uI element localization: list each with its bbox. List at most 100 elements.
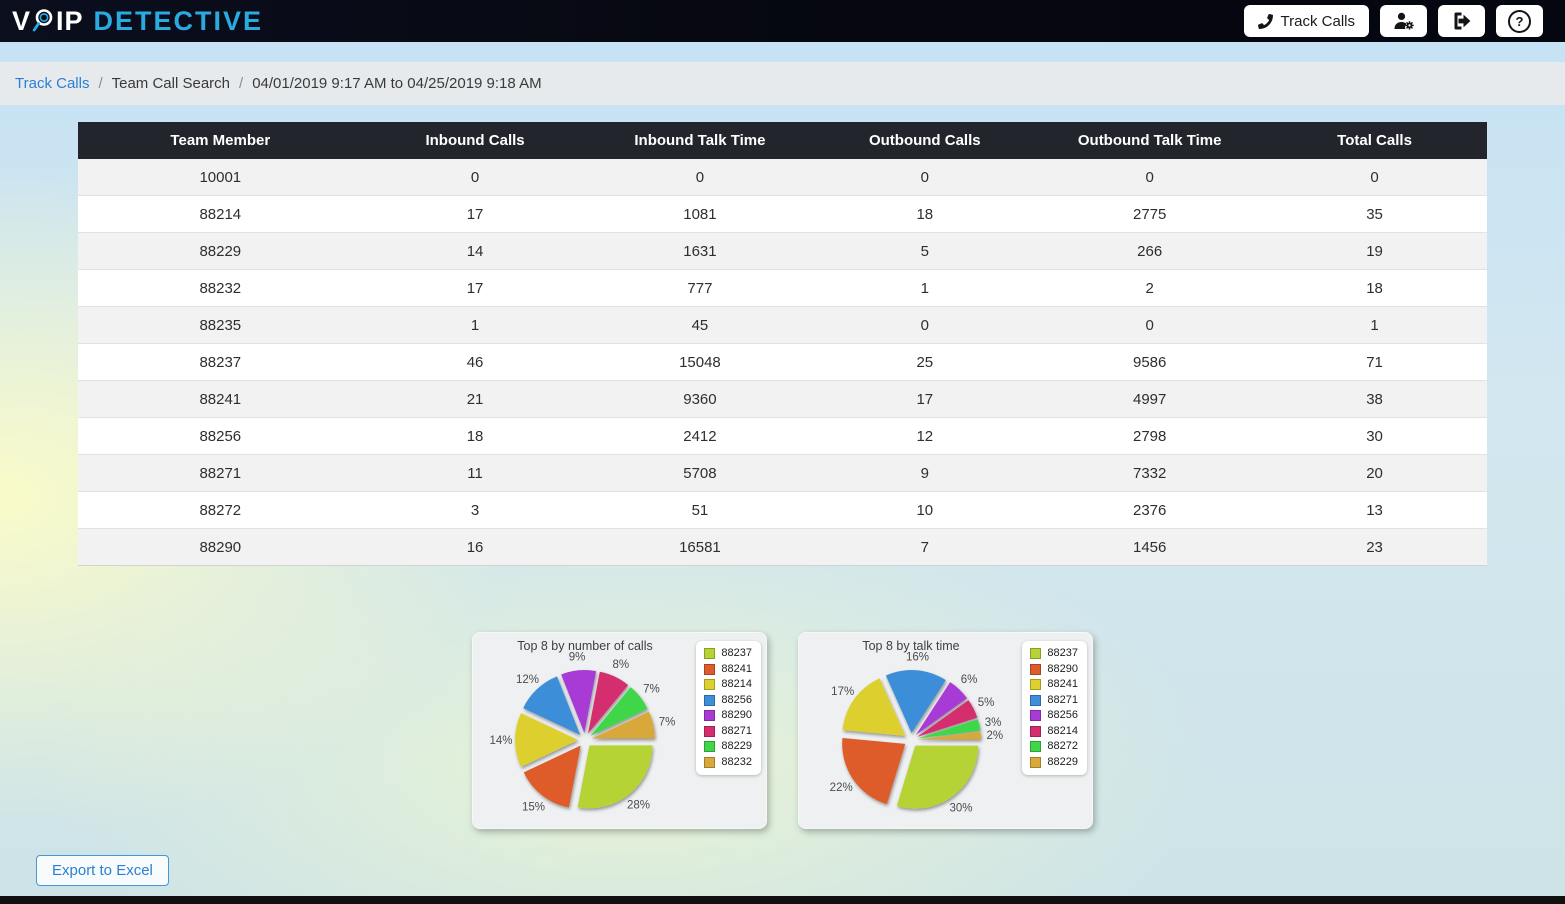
table-cell: 88290 (78, 528, 363, 566)
legend-swatch (704, 725, 716, 737)
sign-out-icon (1452, 11, 1472, 31)
pie-slice-88214 (917, 700, 978, 737)
logo-text-ip: IP (56, 5, 84, 36)
chart-legend: 88237 88290 88241 88271 88256 88214 88272 88229 (1022, 641, 1087, 775)
table-cell: 9586 (1037, 343, 1263, 381)
table-row: 88232 17 777 1 2 18 (78, 269, 1487, 307)
breadcrumb-link-track-calls[interactable]: Track Calls (15, 75, 90, 92)
table-cell: 9 (812, 454, 1038, 492)
user-gear-icon (1393, 11, 1415, 31)
table-cell: 46 (362, 343, 588, 381)
table-cell: 71 (1262, 343, 1487, 381)
app-logo: V IP DETECTIVE (12, 5, 263, 38)
legend-swatch (1030, 725, 1042, 737)
column-header: Total Calls (1262, 122, 1487, 159)
breadcrumb-separator: / (98, 75, 103, 92)
table-cell: 17 (362, 195, 588, 233)
table-cell: 25 (812, 343, 1038, 381)
pie-percent-label: 2% (986, 730, 1003, 742)
legend-swatch (1030, 710, 1042, 722)
table-cell: 5708 (587, 454, 813, 492)
table-cell: 0 (362, 159, 588, 196)
legend-label: 88256 (1047, 709, 1078, 722)
table-cell: 9360 (587, 380, 813, 418)
table-cell: 5 (812, 232, 1038, 270)
legend-swatch (1030, 679, 1042, 691)
breadcrumb-separator: / (239, 75, 244, 92)
legend-swatch (704, 694, 716, 706)
pie-percent-label: 16% (906, 651, 929, 663)
table-cell: 18 (1262, 269, 1487, 307)
table-cell: 0 (812, 159, 1038, 196)
legend-item: 88290 (704, 709, 752, 723)
pie-percent-label: 9% (569, 651, 586, 663)
table-cell: 16 (362, 528, 588, 566)
chart-top8-talk-time: Top 8 by talk time 30% 22% 17% 16% 6% 5% 3% 2% 8… (798, 632, 1093, 829)
legend-label: 88271 (721, 724, 752, 737)
help-button[interactable]: ? (1496, 5, 1543, 37)
table-cell: 88232 (78, 269, 363, 307)
table-cell: 88214 (78, 195, 363, 233)
user-settings-button[interactable] (1380, 5, 1427, 37)
legend-swatch (1030, 694, 1042, 706)
legend-label: 88241 (1047, 678, 1078, 691)
table-row: 88237 46 15048 25 9586 71 (78, 343, 1487, 381)
table-cell: 0 (812, 306, 1038, 344)
table-cell: 0 (1037, 306, 1263, 344)
table-cell: 11 (362, 454, 588, 492)
table-cell: 18 (362, 417, 588, 455)
table-cell: 88256 (78, 417, 363, 455)
table-cell: 21 (362, 380, 588, 418)
legend-item: 88214 (1030, 725, 1078, 739)
export-to-excel-button[interactable]: Export to Excel (36, 855, 169, 886)
legend-swatch (704, 679, 716, 691)
table-cell: 2 (1037, 269, 1263, 307)
table-cell: 10001 (78, 159, 363, 196)
table-cell: 1 (812, 269, 1038, 307)
legend-swatch (1030, 741, 1042, 753)
table-cell: 3 (362, 491, 588, 529)
pie-percent-label: 12% (516, 674, 539, 686)
pie-slice-88256 (523, 676, 581, 735)
track-calls-button[interactable]: Track Calls (1243, 5, 1369, 37)
pie-slice-88229 (590, 687, 648, 736)
table-cell: 88237 (78, 343, 363, 381)
top-bar: V IP DETECTIVE Track Calls (0, 0, 1565, 42)
top-bar-actions: Track Calls (1243, 5, 1543, 37)
table-cell: 38 (1262, 380, 1487, 418)
team-calls-table: Team Member Inbound Calls Inbound Talk Tim… (78, 122, 1487, 566)
table-cell: 88272 (78, 491, 363, 529)
table-cell: 7 (812, 528, 1038, 566)
table-cell: 1631 (587, 232, 813, 270)
table-row: 88214 17 1081 18 2775 35 (78, 195, 1487, 233)
pie-slice-88237 (577, 745, 653, 809)
sign-out-button[interactable] (1438, 5, 1485, 37)
legend-swatch (1030, 648, 1042, 660)
table-cell: 1 (362, 306, 588, 344)
pie-percent-label: 30% (949, 803, 972, 815)
table-row: 10001 0 0 0 0 0 (78, 159, 1487, 196)
logo-text-detective: DETECTIVE (93, 5, 264, 36)
legend-item: 88237 (1030, 647, 1078, 661)
pie-chart-talk-time: Top 8 by talk time 30% 22% 17% 16% 6%5% 3%2% (830, 639, 1003, 815)
pie-percent-label: 22% (830, 782, 853, 794)
pie-percent-label: 14% (489, 735, 512, 747)
pie-slice-88272 (917, 719, 981, 739)
legend-item: 88241 (704, 663, 752, 677)
legend-label: 88229 (721, 740, 752, 753)
pie-slice-88232 (591, 711, 655, 739)
pie-slice-88256 (915, 682, 968, 735)
pie-slice-88241 (842, 678, 906, 736)
column-header: Inbound Talk Time (587, 122, 813, 159)
table-cell: 88235 (78, 306, 363, 344)
legend-label: 88256 (721, 693, 752, 706)
legend-item: 88256 (704, 694, 752, 708)
breadcrumb: Track Calls / Team Call Search / 04/01/2… (0, 62, 1565, 105)
chart-title: Top 8 by talk time (862, 639, 959, 653)
magnifier-icon (32, 7, 55, 38)
legend-swatch (704, 756, 716, 768)
pie-slice-88271 (885, 670, 946, 734)
table-cell: 30 (1262, 417, 1487, 455)
footer-bar (0, 896, 1565, 904)
legend-item: 88241 (1030, 678, 1078, 692)
